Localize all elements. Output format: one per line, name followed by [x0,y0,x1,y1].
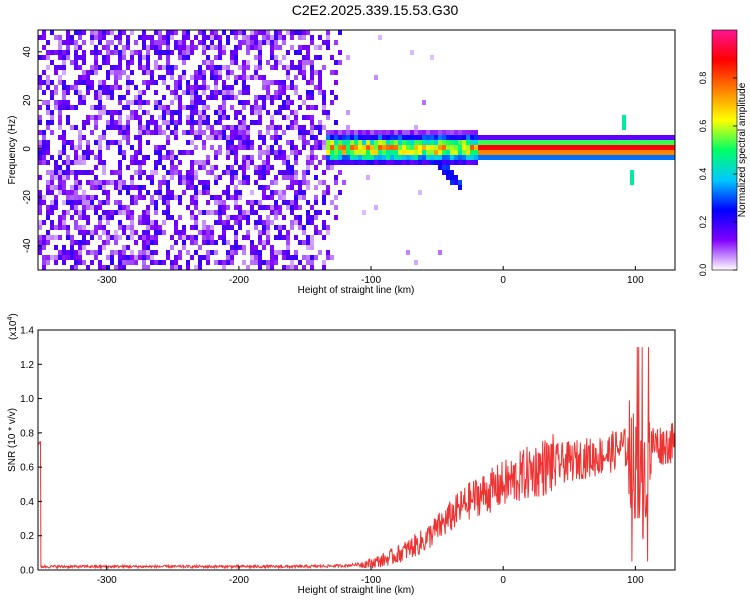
x-tick-label: -100 [361,275,381,286]
colorbar-tick-label: 0.2 [698,216,708,229]
y-tick-label: 20 [22,94,33,106]
snr-frame [37,329,676,571]
colorbar-label: Normalized spectral amplitude [737,82,748,217]
snr-ylabel: SNR (10 * v/v) [7,408,18,472]
y-tick-label: 0.0 [20,566,34,577]
chart-title: C2E2.2025.339.15.53.G30 [291,2,459,18]
snr-xlabel: Height of straight line (km) [298,585,415,596]
y-tick-label: 1.4 [20,326,34,337]
x-tick-label: -200 [229,575,249,586]
x-tick-label: 0 [500,575,506,586]
x-tick-label: 0 [500,275,506,286]
colorbar: 0.0 0.2 0.4 0.6 0.8 Normalized spectral ampl… [698,29,748,277]
y-tick-label: -20 [22,190,33,205]
colorbar-ramp [711,29,738,271]
y-tick-label: -40 [22,238,33,253]
y-tick-label: 1.2 [20,360,34,371]
x-tick-label: -100 [361,575,381,586]
x-tick-label: 100 [627,575,644,586]
spectrogram-frame [37,29,676,271]
colorbar-tick-label: 0.6 [698,120,708,133]
snr-panel: -300 -200 -100 0 100 0.0 0.2 0.4 0.6 0.8 1.0 1.2 1.… [7,313,676,596]
colorbar-tick-label: 0.4 [698,168,708,181]
x-tick-label: -300 [97,575,117,586]
y-tick-label: 0.4 [20,497,34,508]
colorbar-tick-label: 0.8 [698,72,708,85]
y-tick-label: 0 [22,146,33,152]
x-tick-label: -300 [97,275,117,286]
spectrogram-xlabel: Height of straight line (km) [298,285,415,296]
y-tick-label: 0.8 [20,428,34,439]
colorbar-tick-label: 0.0 [698,264,708,277]
snr-series-line [38,347,675,570]
spectrogram-ylabel: Frequency (Hz) [7,116,18,185]
y-tick-label: 40 [22,46,33,58]
y-tick-label: 1.0 [20,394,34,405]
snr-multiplier: (x104) [7,313,19,340]
x-tick-label: -200 [229,275,249,286]
spectrogram-image [38,30,675,270]
x-tick-label: 100 [627,275,644,286]
y-tick-label: 0.2 [20,531,34,542]
y-tick-label: 0.6 [20,463,34,474]
